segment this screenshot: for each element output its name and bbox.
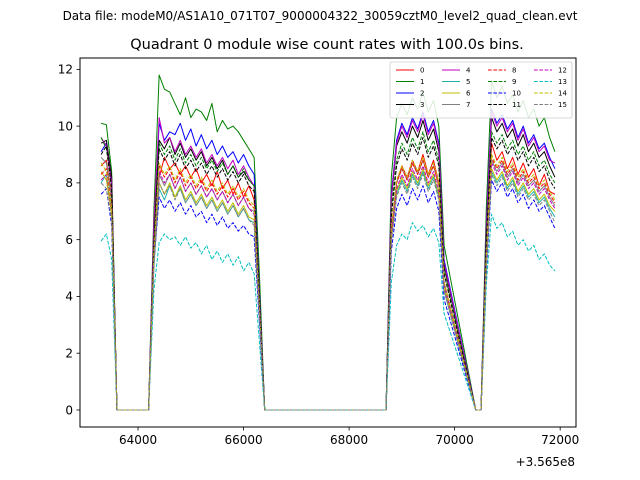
y-tick-label: 10	[58, 119, 73, 133]
series-line-15	[100, 173, 556, 411]
legend-box	[389, 61, 573, 119]
x-tick-label: 68000	[330, 433, 368, 447]
legend-label-4: 4	[466, 67, 471, 75]
legend-label-14: 14	[558, 90, 567, 98]
x-tick-label: 72000	[541, 433, 579, 447]
legend-label-7: 7	[466, 101, 470, 109]
x-tick-label: 64000	[119, 433, 157, 447]
legend-label-3: 3	[420, 101, 424, 109]
chart-title: Quadrant 0 module wise count rates with …	[130, 37, 524, 53]
legend-label-12: 12	[558, 67, 567, 75]
legend-label-1: 1	[420, 78, 424, 86]
legend-label-15: 15	[558, 101, 567, 109]
legend-label-5: 5	[466, 78, 470, 86]
y-tick-label: 8	[65, 176, 73, 190]
y-tick-label: 2	[65, 347, 73, 361]
legend-label-8: 8	[512, 67, 516, 75]
series-line-9	[100, 131, 556, 411]
x-tick-label: 70000	[436, 433, 474, 447]
axes-frame	[79, 57, 577, 428]
legend-label-0: 0	[420, 67, 424, 75]
y-tick-label: 12	[58, 63, 73, 77]
y-tick-label: 4	[65, 290, 73, 304]
legend-label-9: 9	[512, 78, 516, 86]
legend-label-6: 6	[466, 90, 471, 98]
legend-label-13: 13	[558, 78, 567, 86]
y-tick-label: 0	[65, 403, 73, 417]
x-offset-label: +3.565e8	[516, 455, 575, 469]
legend-label-2: 2	[420, 90, 424, 98]
y-tick-label: 6	[65, 233, 73, 247]
legend-label-11: 11	[512, 101, 521, 109]
chart-suptitle: Data file: modeM0/AS1A10_071T07_90000043…	[63, 9, 578, 23]
plot-area	[100, 74, 556, 411]
legend-label-10: 10	[512, 90, 521, 98]
x-tick-label: 66000	[224, 433, 262, 447]
